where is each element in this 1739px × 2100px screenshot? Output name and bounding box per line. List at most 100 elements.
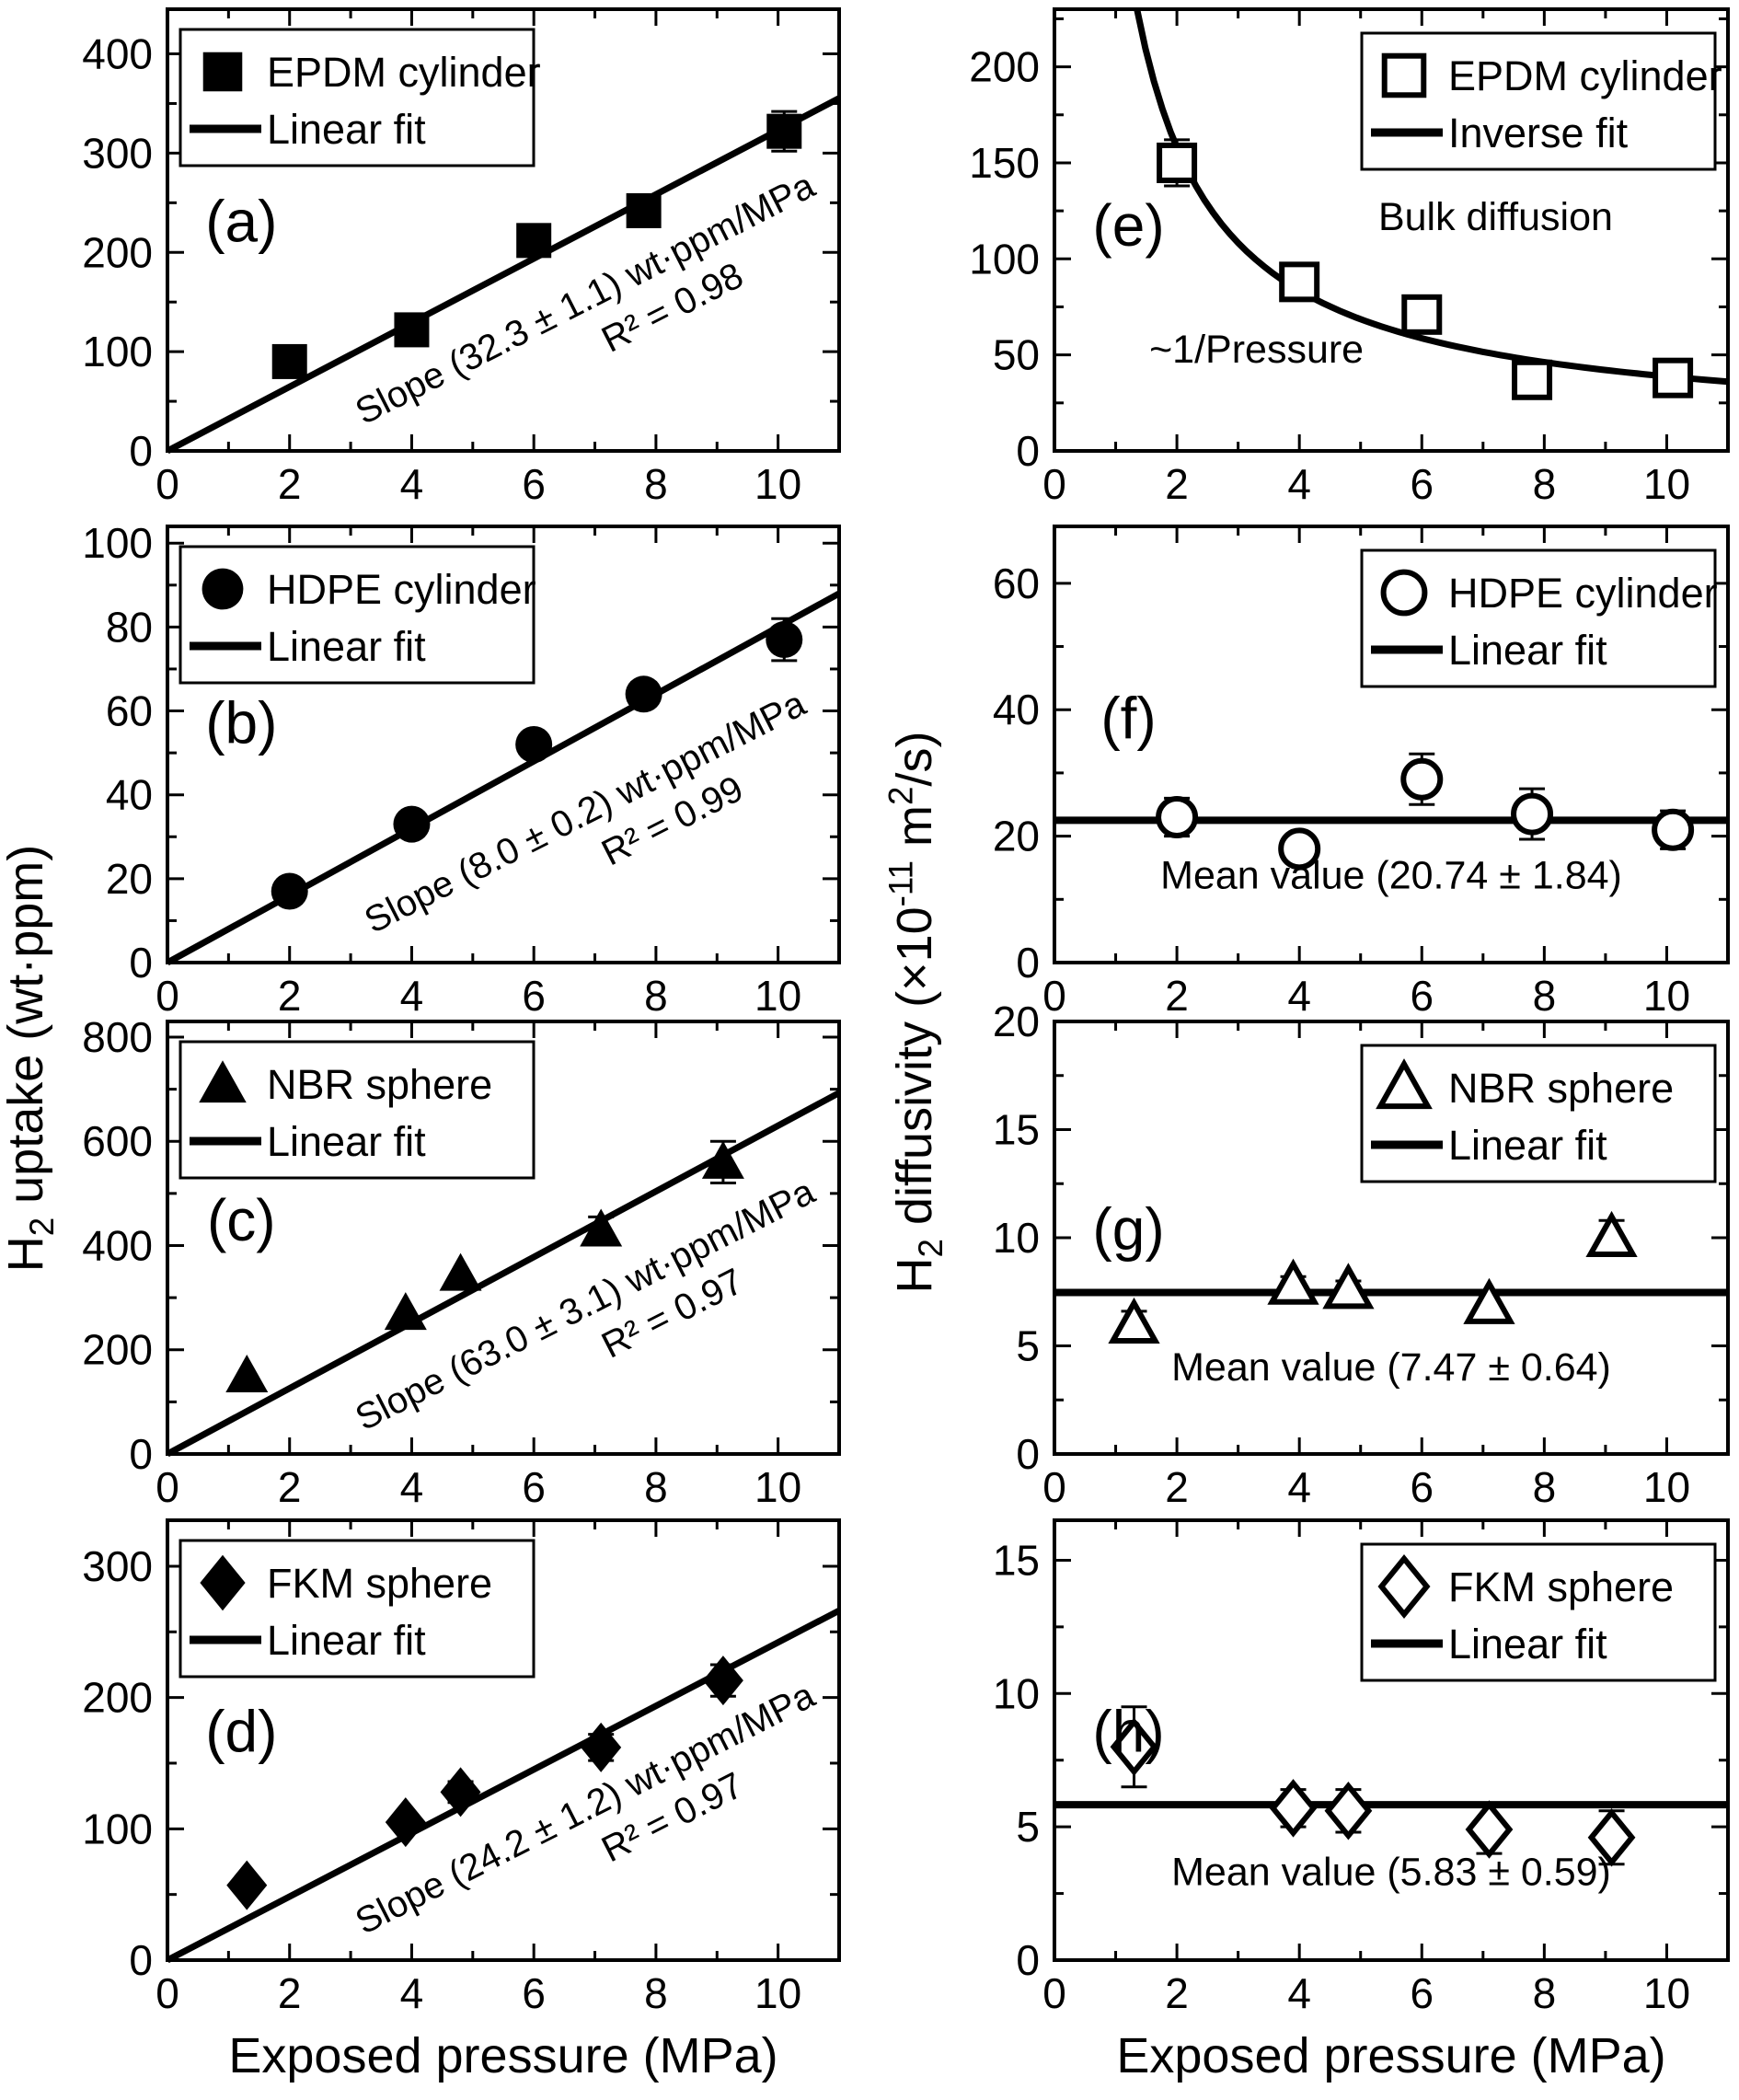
data-point-c [439,1252,482,1291]
y-tick-label: 10 [993,1214,1040,1262]
legend-marker-c [199,1060,247,1103]
x-tick-label: 10 [754,972,801,1020]
legend-marker-f [1380,569,1428,617]
fit-line-a [166,95,841,455]
annotation-f: Mean value (20.74 ± 1.84) [1160,853,1622,897]
x-axis-title-left: Exposed pressure (MPa) [228,2028,777,2083]
x-tick-label: 2 [278,460,302,508]
legend-label-fit: Linear fit [267,1617,426,1664]
legend-label-material: HDPE cylinder [1448,570,1718,617]
panel-label-d: (d) [205,1698,277,1764]
data-point-h [1465,1800,1514,1859]
data-point-e [1401,294,1443,335]
annotation-g: Mean value (7.47 ± 0.64) [1171,1345,1611,1390]
x-tick-label: 0 [155,1969,179,2017]
y-tick-label: 300 [82,129,153,177]
annotation-e: ~1/Pressure [1149,328,1364,372]
y-tick-label: 20 [993,998,1040,1045]
data-point-h [1269,1779,1318,1838]
data-point-g [1585,1210,1638,1257]
legend-label-fit: Inverse fit [1448,110,1629,156]
legend-label-fit: Linear fit [1448,627,1607,674]
annotation-d: Slope (24.2 ± 1.2) wt·ppm/MPa [350,1675,823,1943]
annotation-a: Slope (32.3 ± 1.1) wt·ppm/MPa [350,165,823,433]
x-tick-label: 4 [400,460,424,508]
legend-box-a [179,28,536,167]
legend-box-h [1360,1542,1717,1682]
data-point-f [1278,827,1321,871]
legend-label-material: EPDM cylinder [267,49,541,96]
plot-frame-b [166,525,841,964]
plot-frame-f [1053,525,1730,964]
x-tick-label: 6 [1410,1969,1434,2017]
y-tick-label: 0 [1016,939,1040,987]
y-tick-label: 100 [82,328,153,375]
data-point-f [1511,792,1554,836]
y-tick-label: 0 [129,939,153,987]
plot-frame-c [166,1020,841,1456]
x-tick-label: 8 [644,1969,668,2017]
y-tick-label: 5 [1016,1322,1040,1370]
x-tick-label: 10 [1643,1463,1690,1511]
legend-marker-e [1381,52,1427,98]
y-tick-label: 400 [82,30,153,78]
data-point-b [766,621,803,659]
y-tick-label: 800 [82,1013,153,1061]
data-point-b [393,805,431,843]
data-point-h [1110,1717,1158,1776]
x-tick-label: 10 [754,1463,801,1511]
y-tick-label: 200 [969,43,1040,91]
x-tick-label: 10 [1643,972,1690,1020]
x-axis-title-right: Exposed pressure (MPa) [1116,2028,1665,2083]
data-point-f [1400,757,1444,801]
data-point-d [226,1860,268,1910]
data-point-f [1156,796,1199,838]
x-tick-label: 8 [1533,1463,1557,1511]
data-point-e [1157,142,1198,183]
data-point-d [702,1656,743,1706]
legend-label-fit: Linear fit [1448,1122,1607,1169]
data-point-a [271,343,307,379]
legend-box-c [179,1040,536,1180]
panel-label-c: (c) [207,1187,276,1253]
legend-marker-a [202,52,243,92]
x-tick-label: 4 [1287,1463,1311,1511]
y-tick-label: 400 [82,1221,153,1269]
y-tick-label: 15 [993,1106,1040,1154]
x-tick-label: 0 [1042,460,1066,508]
legend-marker-g [1376,1058,1433,1110]
data-point-h [1324,1782,1373,1840]
y-tick-label: 15 [993,1536,1040,1584]
data-point-c [580,1208,623,1247]
data-point-f [1652,808,1695,851]
x-tick-label: 4 [400,1463,424,1511]
annotation-h: Mean value (5.83 ± 0.59) [1171,1851,1611,1895]
left-y-axis-title: H2 uptake (wt·ppm) [0,845,61,1273]
x-tick-label: 0 [155,460,179,508]
annotation-e: Bulk diffusion [1378,195,1613,239]
panel-label-e: (e) [1092,192,1164,259]
y-tick-label: 0 [1016,1430,1040,1478]
x-tick-label: 8 [1533,460,1557,508]
x-tick-label: 8 [644,972,668,1020]
x-tick-label: 4 [400,972,424,1020]
legend-label-fit: Linear fit [267,106,426,153]
x-tick-label: 2 [1165,972,1189,1020]
x-tick-label: 8 [1533,1969,1557,2017]
x-tick-label: 4 [400,1969,424,2017]
data-point-d [581,1722,622,1772]
x-tick-label: 10 [754,460,801,508]
data-point-e [1653,357,1694,398]
x-tick-label: 8 [644,460,668,508]
legend-label-material: NBR sphere [1448,1065,1674,1112]
fit-curve-e [1134,8,1729,386]
data-point-g [1267,1258,1319,1305]
y-tick-label: 200 [82,1326,153,1374]
x-tick-label: 4 [1287,972,1311,1020]
y-tick-label: 200 [82,1674,153,1722]
x-tick-label: 6 [522,1463,546,1511]
y-tick-label: 0 [1016,1936,1040,1984]
plot-frame-e [1053,7,1730,453]
x-tick-label: 4 [1287,460,1311,508]
y-tick-label: 600 [82,1117,153,1165]
